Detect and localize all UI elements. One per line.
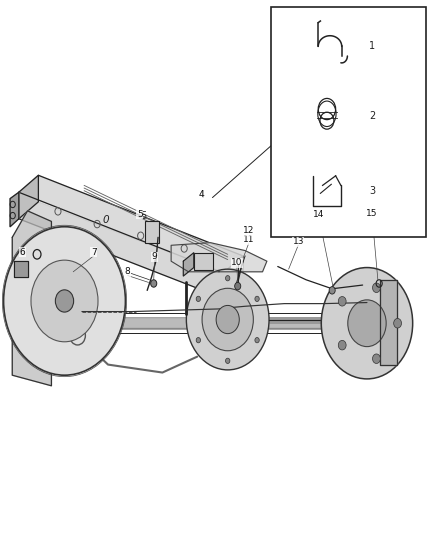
Circle shape xyxy=(216,305,239,334)
Text: 6: 6 xyxy=(18,247,24,257)
Circle shape xyxy=(373,354,380,364)
Text: 7: 7 xyxy=(91,248,96,257)
Polygon shape xyxy=(12,211,51,386)
Text: 15: 15 xyxy=(367,209,378,218)
Circle shape xyxy=(186,269,269,370)
Polygon shape xyxy=(19,175,39,219)
Circle shape xyxy=(329,287,335,294)
Text: 5: 5 xyxy=(140,211,146,221)
Circle shape xyxy=(321,268,413,379)
Polygon shape xyxy=(223,256,243,298)
Text: 12: 12 xyxy=(243,227,254,236)
Circle shape xyxy=(55,290,74,312)
Circle shape xyxy=(31,260,98,342)
Bar xyxy=(271,7,426,237)
Circle shape xyxy=(373,283,380,293)
Circle shape xyxy=(255,337,259,343)
Polygon shape xyxy=(19,175,243,273)
Text: 0: 0 xyxy=(102,215,109,225)
Text: 8: 8 xyxy=(125,268,131,276)
Polygon shape xyxy=(184,253,194,276)
Circle shape xyxy=(226,276,230,281)
Polygon shape xyxy=(19,202,243,298)
Polygon shape xyxy=(10,192,19,227)
Circle shape xyxy=(4,227,125,375)
Bar xyxy=(145,221,159,243)
Text: 11: 11 xyxy=(243,236,254,245)
Circle shape xyxy=(394,318,402,328)
Circle shape xyxy=(151,280,157,287)
Text: 9: 9 xyxy=(152,253,158,262)
Text: 13: 13 xyxy=(293,237,304,246)
Polygon shape xyxy=(380,280,397,365)
Text: 6: 6 xyxy=(19,248,25,257)
Circle shape xyxy=(348,300,386,346)
Text: 4: 4 xyxy=(199,190,205,199)
Circle shape xyxy=(202,288,253,351)
Text: 4: 4 xyxy=(198,190,205,200)
Circle shape xyxy=(255,296,259,302)
Text: 1: 1 xyxy=(369,42,375,52)
Polygon shape xyxy=(14,261,28,277)
Circle shape xyxy=(196,296,201,302)
Text: 5: 5 xyxy=(137,210,143,219)
Circle shape xyxy=(196,337,201,343)
Bar xyxy=(194,253,213,270)
Polygon shape xyxy=(171,243,267,272)
Circle shape xyxy=(338,296,346,306)
Text: 14: 14 xyxy=(314,210,325,219)
Text: 10: 10 xyxy=(231,259,243,267)
Circle shape xyxy=(235,282,241,290)
Text: 3: 3 xyxy=(369,185,375,196)
Circle shape xyxy=(338,341,346,350)
Circle shape xyxy=(226,358,230,364)
Text: 2: 2 xyxy=(369,111,375,122)
